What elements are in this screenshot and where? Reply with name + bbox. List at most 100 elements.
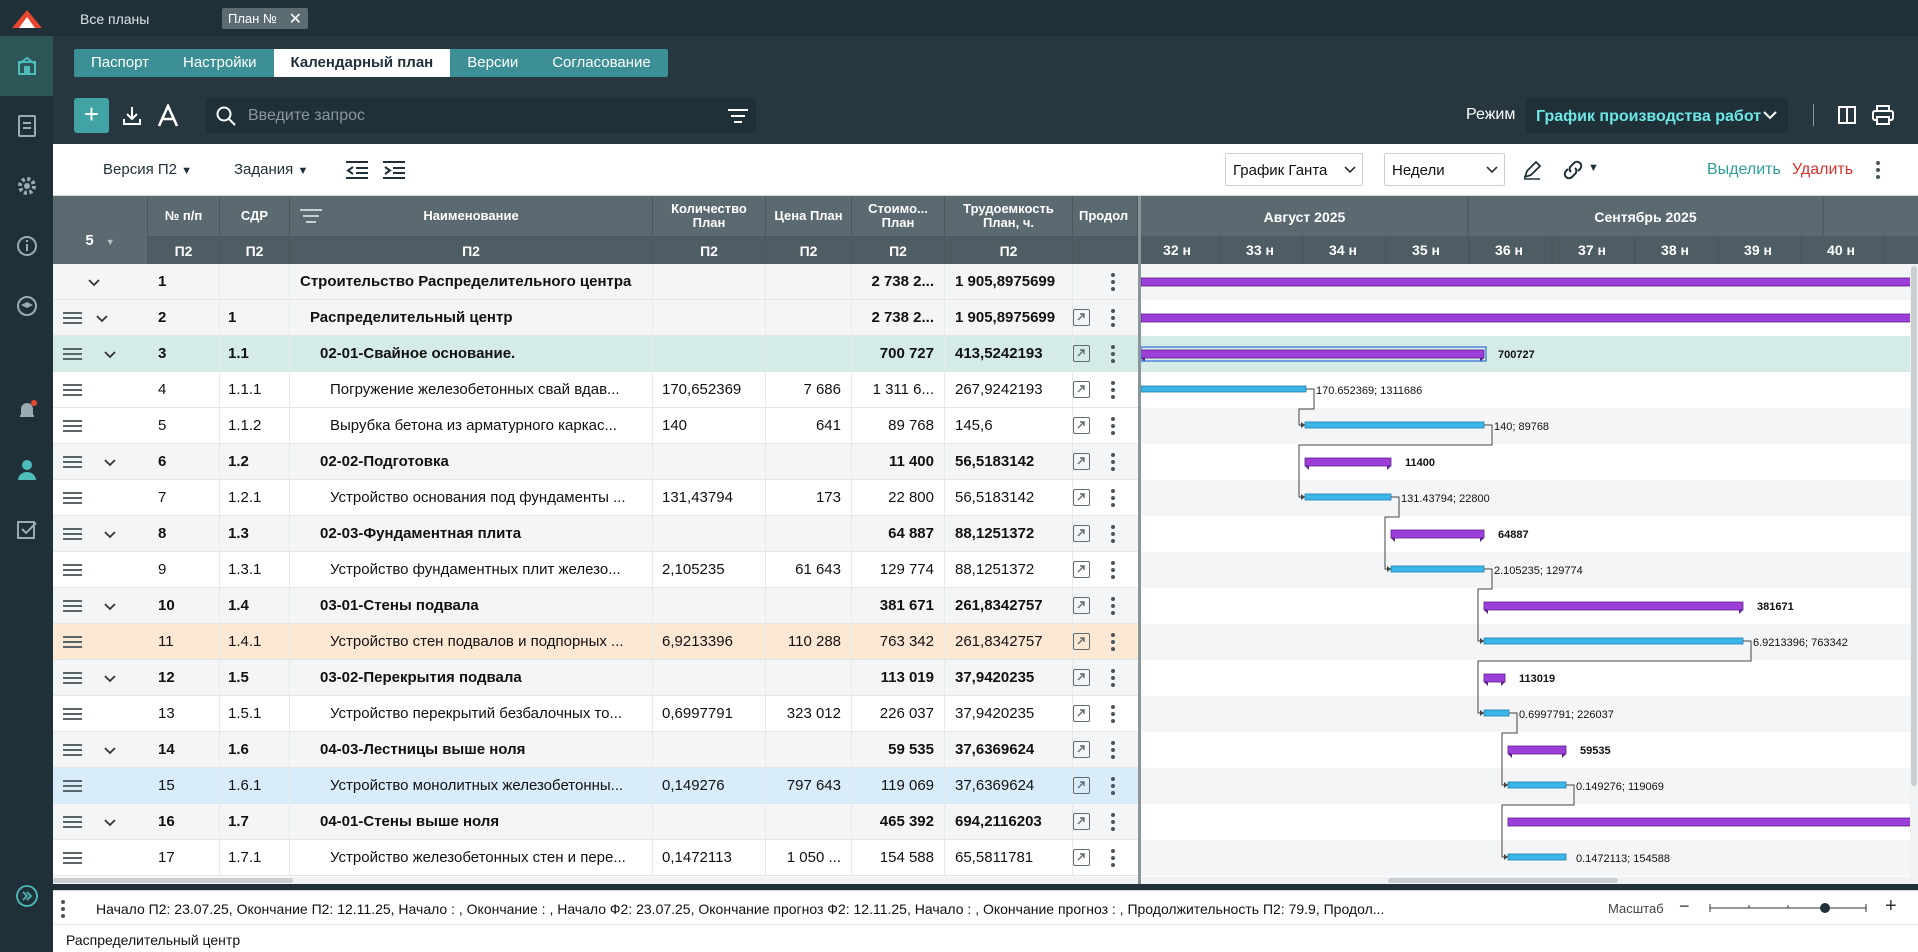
- view-select[interactable]: График Ганта: [1225, 153, 1363, 186]
- gantt-task-bar[interactable]: [1304, 493, 1392, 501]
- header-name[interactable]: Наименование: [290, 196, 653, 236]
- gantt-task-bar[interactable]: [1141, 385, 1307, 393]
- expand-chevron-icon[interactable]: [104, 349, 116, 361]
- open-details-icon[interactable]: [1073, 561, 1090, 578]
- drag-handle-icon[interactable]: [63, 744, 82, 756]
- open-details-icon[interactable]: [1073, 489, 1090, 506]
- table-row[interactable]: 16 1.7 04-01-Стены выше ноля 465 392 694,211…: [53, 804, 1138, 840]
- drag-handle-icon[interactable]: [63, 816, 82, 828]
- expand-chevron-icon[interactable]: [104, 529, 116, 541]
- level-selector[interactable]: 5 ▼: [53, 196, 148, 264]
- gantt-vscroll-thumb[interactable]: [1911, 266, 1917, 786]
- indent-icon[interactable]: [383, 160, 405, 180]
- cell-name[interactable]: 02-02-Подготовка: [290, 444, 653, 480]
- nav-education-icon[interactable]: [0, 276, 53, 336]
- cell-name[interactable]: Устройство основания под фундаменты ...: [290, 480, 653, 516]
- drag-handle-icon[interactable]: [63, 672, 82, 684]
- cell-name[interactable]: 02-01-Свайное основание.: [290, 336, 653, 372]
- print-icon[interactable]: [1872, 105, 1894, 125]
- table-row[interactable]: 2 1 Распределительный центр 2 738 2... 1 905…: [53, 300, 1138, 336]
- open-details-icon[interactable]: [1073, 849, 1090, 866]
- header-duration[interactable]: Продол: [1073, 196, 1138, 236]
- cell-name[interactable]: Вырубка бетона из арматурного каркас...: [290, 408, 653, 444]
- table-row[interactable]: 14 1.6 04-03-Лестницы выше ноля 59 535 37,63…: [53, 732, 1138, 768]
- nav-info-icon[interactable]: [0, 216, 53, 276]
- row-menu-icon[interactable]: [1111, 633, 1115, 651]
- open-details-icon[interactable]: [1073, 633, 1090, 650]
- gantt-task-bar[interactable]: [1507, 781, 1567, 789]
- version-dropdown[interactable]: Версия П2 ▼: [103, 161, 192, 178]
- expand-chevron-icon[interactable]: [104, 817, 116, 829]
- tab-calendar-plan[interactable]: Календарный план: [273, 49, 451, 77]
- gantt-task-bar[interactable]: [1507, 853, 1567, 861]
- column-filter-icon[interactable]: [300, 208, 322, 224]
- row-menu-icon[interactable]: [1111, 669, 1115, 687]
- drag-handle-icon[interactable]: [63, 528, 82, 540]
- gantt-summary-bar[interactable]: [1141, 277, 1918, 287]
- drag-handle-icon[interactable]: [63, 600, 82, 612]
- row-menu-icon[interactable]: [1111, 561, 1115, 579]
- gantt-summary-bar[interactable]: [1304, 457, 1392, 467]
- row-menu-icon[interactable]: [1111, 489, 1115, 507]
- table-hscroll-thumb[interactable]: [53, 878, 293, 883]
- row-menu-icon[interactable]: [1111, 273, 1115, 291]
- row-menu-icon[interactable]: [1111, 417, 1115, 435]
- row-menu-icon[interactable]: [1111, 381, 1115, 399]
- nav-user-icon[interactable]: [0, 440, 53, 500]
- app-logo-icon[interactable]: [12, 10, 42, 28]
- cell-name[interactable]: Распределительный центр: [290, 300, 653, 336]
- nav-settings-gear-icon[interactable]: [0, 156, 53, 216]
- table-row[interactable]: 7 1.2.1 Устройство основания под фундамент…: [53, 480, 1138, 516]
- open-details-icon[interactable]: [1073, 453, 1090, 470]
- row-menu-icon[interactable]: [1111, 741, 1115, 759]
- table-row[interactable]: 17 1.7.1 Устройство железобетонных стен и …: [53, 840, 1138, 876]
- cell-name[interactable]: Устройство монолитных железобетонны...: [290, 768, 653, 804]
- open-details-icon[interactable]: [1073, 381, 1090, 398]
- cell-name[interactable]: 02-03-Фундаментная плита: [290, 516, 653, 552]
- open-details-icon[interactable]: [1073, 597, 1090, 614]
- zoom-out-icon[interactable]: −: [1679, 896, 1690, 916]
- open-details-icon[interactable]: [1073, 525, 1090, 542]
- open-details-icon[interactable]: [1073, 309, 1090, 326]
- expand-chevron-icon[interactable]: [104, 673, 116, 685]
- gantt-task-bar[interactable]: [1390, 565, 1485, 573]
- header-wbs[interactable]: СДР: [220, 196, 290, 236]
- drag-handle-icon[interactable]: [63, 564, 82, 576]
- more-options-icon[interactable]: [1876, 161, 1880, 179]
- gantt-task-bar[interactable]: [1483, 637, 1744, 645]
- table-row[interactable]: 15 1.6.1 Устройство монолитных железобетон…: [53, 768, 1138, 804]
- table-row[interactable]: 13 1.5.1 Устройство перекрытий безбалочных…: [53, 696, 1138, 732]
- gantt-summary-bar[interactable]: [1507, 817, 1918, 827]
- zoom-slider[interactable]: [1708, 900, 1868, 916]
- open-plan-tab[interactable]: План № ✕: [222, 8, 308, 29]
- header-cost[interactable]: Стоимо... План: [852, 196, 945, 236]
- open-details-icon[interactable]: [1073, 417, 1090, 434]
- gantt-canvas[interactable]: Август 2025 Сентябрь 2025 32 н 33 н 34 н 35 н…: [1141, 196, 1918, 884]
- tab-versions[interactable]: Версии: [467, 54, 519, 71]
- row-menu-icon[interactable]: [1111, 309, 1115, 327]
- drag-handle-icon[interactable]: [63, 456, 82, 468]
- cell-name[interactable]: 03-01-Стены подвала: [290, 588, 653, 624]
- header-qty[interactable]: Количество План: [653, 196, 766, 236]
- open-details-icon[interactable]: [1073, 345, 1090, 362]
- table-row[interactable]: 4 1.1.1 Погружение железобетонных свай вда…: [53, 372, 1138, 408]
- expand-chevron-icon[interactable]: [88, 277, 100, 289]
- download-icon[interactable]: [121, 105, 143, 127]
- drag-handle-icon[interactable]: [63, 708, 82, 720]
- gantt-summary-bar[interactable]: [1141, 313, 1918, 323]
- all-plans-link[interactable]: Все планы: [80, 11, 150, 27]
- nav-plans-icon[interactable]: [0, 36, 53, 96]
- table-row[interactable]: 6 1.2 02-02-Подготовка 11 400 56,5183142: [53, 444, 1138, 480]
- drag-handle-icon[interactable]: [63, 312, 82, 324]
- gantt-summary-bar[interactable]: [1483, 673, 1506, 683]
- row-menu-icon[interactable]: [1111, 525, 1115, 543]
- table-row[interactable]: 5 1.1.2 Вырубка бетона из арматурного карк…: [53, 408, 1138, 444]
- zoom-in-icon[interactable]: +: [1885, 895, 1897, 917]
- expand-chevron-icon[interactable]: [104, 601, 116, 613]
- header-num[interactable]: № п/п: [148, 196, 220, 236]
- open-details-icon[interactable]: [1073, 741, 1090, 758]
- drag-handle-icon[interactable]: [63, 384, 82, 396]
- open-details-icon[interactable]: [1073, 705, 1090, 722]
- drag-handle-icon[interactable]: [63, 348, 82, 360]
- cell-name[interactable]: Устройство стен подвалов и подпорных ...: [290, 624, 653, 660]
